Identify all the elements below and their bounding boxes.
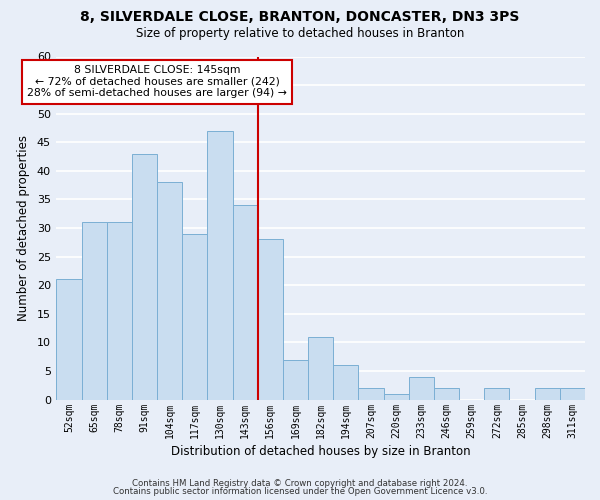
Bar bbox=[484, 388, 509, 400]
X-axis label: Distribution of detached houses by size in Branton: Distribution of detached houses by size … bbox=[171, 444, 470, 458]
Y-axis label: Number of detached properties: Number of detached properties bbox=[17, 135, 30, 321]
Bar bbox=[157, 182, 182, 400]
Bar bbox=[560, 388, 585, 400]
Bar bbox=[308, 336, 333, 400]
Bar bbox=[409, 376, 434, 400]
Bar bbox=[333, 365, 358, 400]
Bar bbox=[535, 388, 560, 400]
Bar bbox=[283, 360, 308, 400]
Bar bbox=[82, 222, 107, 400]
Text: Size of property relative to detached houses in Branton: Size of property relative to detached ho… bbox=[136, 28, 464, 40]
Bar bbox=[434, 388, 459, 400]
Bar bbox=[383, 394, 409, 400]
Text: Contains public sector information licensed under the Open Government Licence v3: Contains public sector information licen… bbox=[113, 487, 487, 496]
Text: 8, SILVERDALE CLOSE, BRANTON, DONCASTER, DN3 3PS: 8, SILVERDALE CLOSE, BRANTON, DONCASTER,… bbox=[80, 10, 520, 24]
Bar bbox=[56, 280, 82, 400]
Bar bbox=[182, 234, 208, 400]
Bar bbox=[358, 388, 383, 400]
Bar bbox=[107, 222, 132, 400]
Bar bbox=[208, 131, 233, 400]
Bar bbox=[258, 240, 283, 400]
Bar bbox=[233, 205, 258, 400]
Text: Contains HM Land Registry data © Crown copyright and database right 2024.: Contains HM Land Registry data © Crown c… bbox=[132, 478, 468, 488]
Text: 8 SILVERDALE CLOSE: 145sqm
← 72% of detached houses are smaller (242)
28% of sem: 8 SILVERDALE CLOSE: 145sqm ← 72% of deta… bbox=[27, 65, 287, 98]
Bar bbox=[132, 154, 157, 400]
